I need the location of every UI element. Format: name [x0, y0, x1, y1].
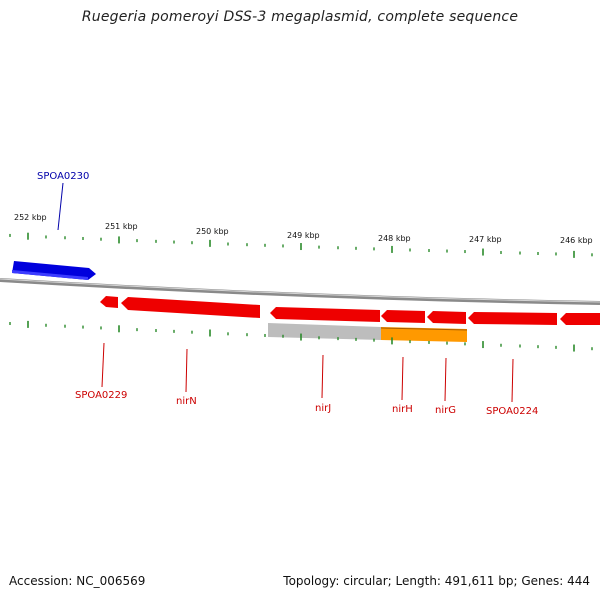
- gene-label-nirh[interactable]: nirH: [392, 404, 413, 415]
- gene-arrow-spoa0230[interactable]: [12, 261, 96, 280]
- scale-ticks-outer: [9, 232, 593, 258]
- gene-label-nirn[interactable]: nirN: [176, 396, 197, 407]
- gene-arrow-spoa0230-shade: [12, 270, 88, 280]
- scale-label-251kbp: 251 kbp: [105, 222, 138, 231]
- leader-line-nirh: [401, 356, 404, 401]
- gene-arrow-nirg[interactable]: [427, 311, 466, 324]
- scale-ticks-inner: [9, 320, 593, 352]
- scale-label-250kbp: 250 kbp: [196, 227, 229, 236]
- genome-backbone: [0, 278, 600, 305]
- gray-feature-bar[interactable]: [268, 323, 381, 340]
- gene-arrow-spoa0224[interactable]: [468, 312, 557, 325]
- scale-label-252kbp: 252 kbp: [14, 213, 47, 222]
- scale-label-247kbp: 247 kbp: [469, 235, 502, 244]
- leader-line-nirj: [321, 354, 324, 399]
- gene-arrow-nirj[interactable]: [270, 307, 380, 322]
- leader-line-spoa0230: [57, 182, 64, 231]
- gene-label-nirg[interactable]: nirG: [435, 405, 456, 416]
- leader-line-nirn: [185, 348, 188, 393]
- scale-label-246kbp: 246 kbp: [560, 236, 593, 245]
- scale-label-249kbp: 249 kbp: [287, 231, 320, 240]
- gene-arrow-nirn[interactable]: [121, 297, 260, 318]
- leader-line-nirg: [444, 357, 447, 402]
- leader-line-spoa0229: [101, 342, 105, 388]
- gene-arrow-spoa0229[interactable]: [100, 296, 118, 308]
- scale-label-248kbp: 248 kbp: [378, 234, 411, 243]
- gene-label-nirj[interactable]: nirJ: [315, 403, 331, 414]
- orange-feature-bar[interactable]: [381, 327, 467, 342]
- genome-backbone-highlight: [0, 278, 600, 303]
- gene-arrow-nirh[interactable]: [381, 310, 425, 323]
- gene-label-spoa0229[interactable]: SPOA0229: [75, 390, 127, 401]
- gene-arrow-next[interactable]: [560, 313, 600, 325]
- accession-text: Accession: NC_006569: [9, 574, 146, 588]
- topology-summary-text: Topology: circular; Length: 491,611 bp; …: [283, 574, 590, 588]
- map-title: Ruegeria pomeroyi DSS-3 megaplasmid, com…: [81, 9, 519, 25]
- orange-feature-edge: [380, 327, 468, 331]
- gene-label-spoa0224[interactable]: SPOA0224: [486, 406, 538, 417]
- leader-line-spoa0224: [511, 358, 514, 403]
- gene-label-spoa0230[interactable]: SPOA0230: [37, 171, 89, 182]
